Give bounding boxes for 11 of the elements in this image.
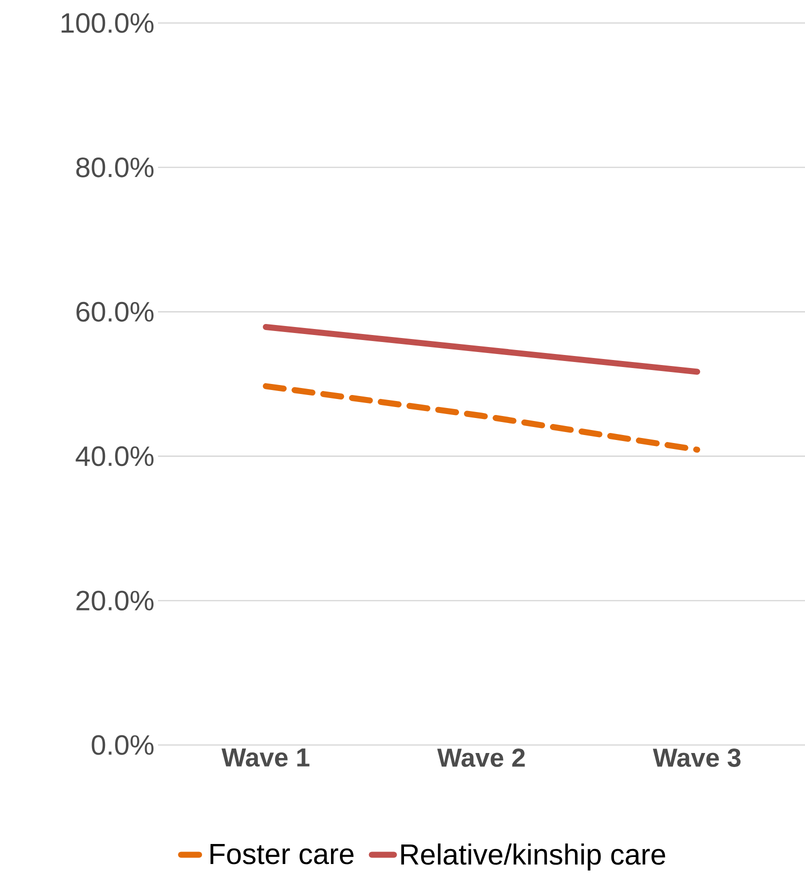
x-tick-label: Wave 3 [652, 748, 741, 767]
x-tick-label: Wave 1 [222, 748, 310, 767]
y-tick-label: 40.0% [76, 446, 154, 466]
x-tick-label: Wave 2 [437, 748, 525, 767]
legend-label: Relative/kinship care [401, 843, 666, 871]
y-tick-label: 60.0% [76, 302, 154, 322]
y-tick-label: 20.0% [76, 590, 154, 611]
y-tick-label: 100.0% [62, 13, 154, 33]
y-tick-label: 0.0% [92, 735, 154, 755]
legend-label: Foster care [210, 844, 354, 864]
y-tick-label: 80.0% [76, 157, 154, 178]
